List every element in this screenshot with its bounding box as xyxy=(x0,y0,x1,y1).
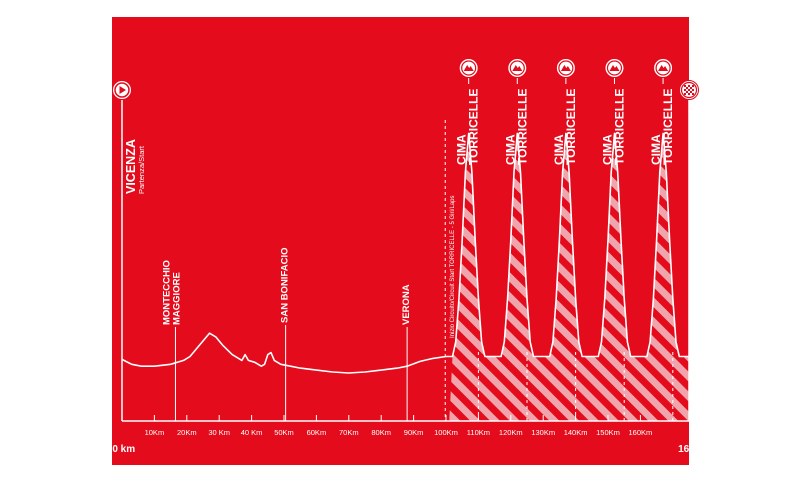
finish-flag-icon xyxy=(679,80,699,100)
y-tick-label: 200 m xyxy=(82,207,105,216)
y-tick-label: 300m xyxy=(85,110,105,119)
x-tick-label: 60Km xyxy=(307,428,327,437)
x-tick-label: 100Km xyxy=(434,428,458,437)
x-tick-label: 90Km xyxy=(404,428,424,437)
mountain-icon xyxy=(507,58,528,78)
elevation-line xyxy=(121,132,689,374)
peak-name-line1: CIMA xyxy=(552,134,566,165)
place-name: MAGGIORE xyxy=(171,272,182,325)
mountain-icon xyxy=(458,58,479,78)
x-end-label: 169.5 Km xyxy=(678,444,722,455)
y-tick-label: 0.0 xyxy=(94,401,106,410)
place-name: VERONA xyxy=(690,141,704,194)
place-subtitle: Partenza/Start xyxy=(137,145,146,194)
x-tick-label: 80Km xyxy=(371,428,391,437)
peak-name-line2: TORRICELLE xyxy=(612,89,626,165)
x-tick-label: 150Km xyxy=(596,428,620,437)
start-play-icon xyxy=(112,80,132,100)
x-tick-label: 20Km xyxy=(177,428,197,437)
y-tick-label: 100 m xyxy=(82,304,105,313)
place-subtitle: Arrivo/Finish xyxy=(703,152,712,194)
x-tick-label: 30 Km xyxy=(208,428,230,437)
peak-name-line1: CIMA xyxy=(455,134,469,165)
place-name: MONTECCHIO xyxy=(161,260,172,325)
peak-name-line1: CIMA xyxy=(649,134,663,165)
mountain-icon xyxy=(604,58,625,78)
place-name: SAN BONIFACIO xyxy=(280,248,291,323)
mountain-icon xyxy=(653,58,674,78)
peak-name-line1: CIMA xyxy=(600,134,614,165)
peak-name-line2: TORRICELLE xyxy=(661,89,675,165)
x-tick-label: 40 Km xyxy=(241,428,263,437)
circuit-area-fill xyxy=(449,133,689,421)
peak-name-line2: TORRICELLE xyxy=(467,89,481,165)
x-tick-label: 50Km xyxy=(274,428,294,437)
x-tick-label: 130Km xyxy=(531,428,555,437)
y-tick-label: 250m xyxy=(85,159,105,168)
x-tick-label: 10Km xyxy=(145,428,165,437)
circuit-start-label: Inizio Circuito/Circuit Start TORRICELLE… xyxy=(450,196,456,339)
x-tick-label: 110Km xyxy=(467,428,490,437)
x-tick-label: 140Km xyxy=(564,428,588,437)
x-tick-label: 160Km xyxy=(629,428,653,437)
y-tick-label: 150 m xyxy=(82,256,105,265)
x-start-label: 0.0 km xyxy=(104,444,135,455)
x-tick-label: 120Km xyxy=(499,428,523,437)
x-tick-label: 70Km xyxy=(339,428,359,437)
peak-name-line2: TORRICELLE xyxy=(564,89,578,165)
peak-name-line2: TORRICELLE xyxy=(515,89,529,165)
peak-name-line1: CIMA xyxy=(503,134,517,165)
place-name: VERONA xyxy=(401,284,412,325)
place-name: VICENZA xyxy=(124,139,138,194)
mountain-icon xyxy=(555,58,576,78)
